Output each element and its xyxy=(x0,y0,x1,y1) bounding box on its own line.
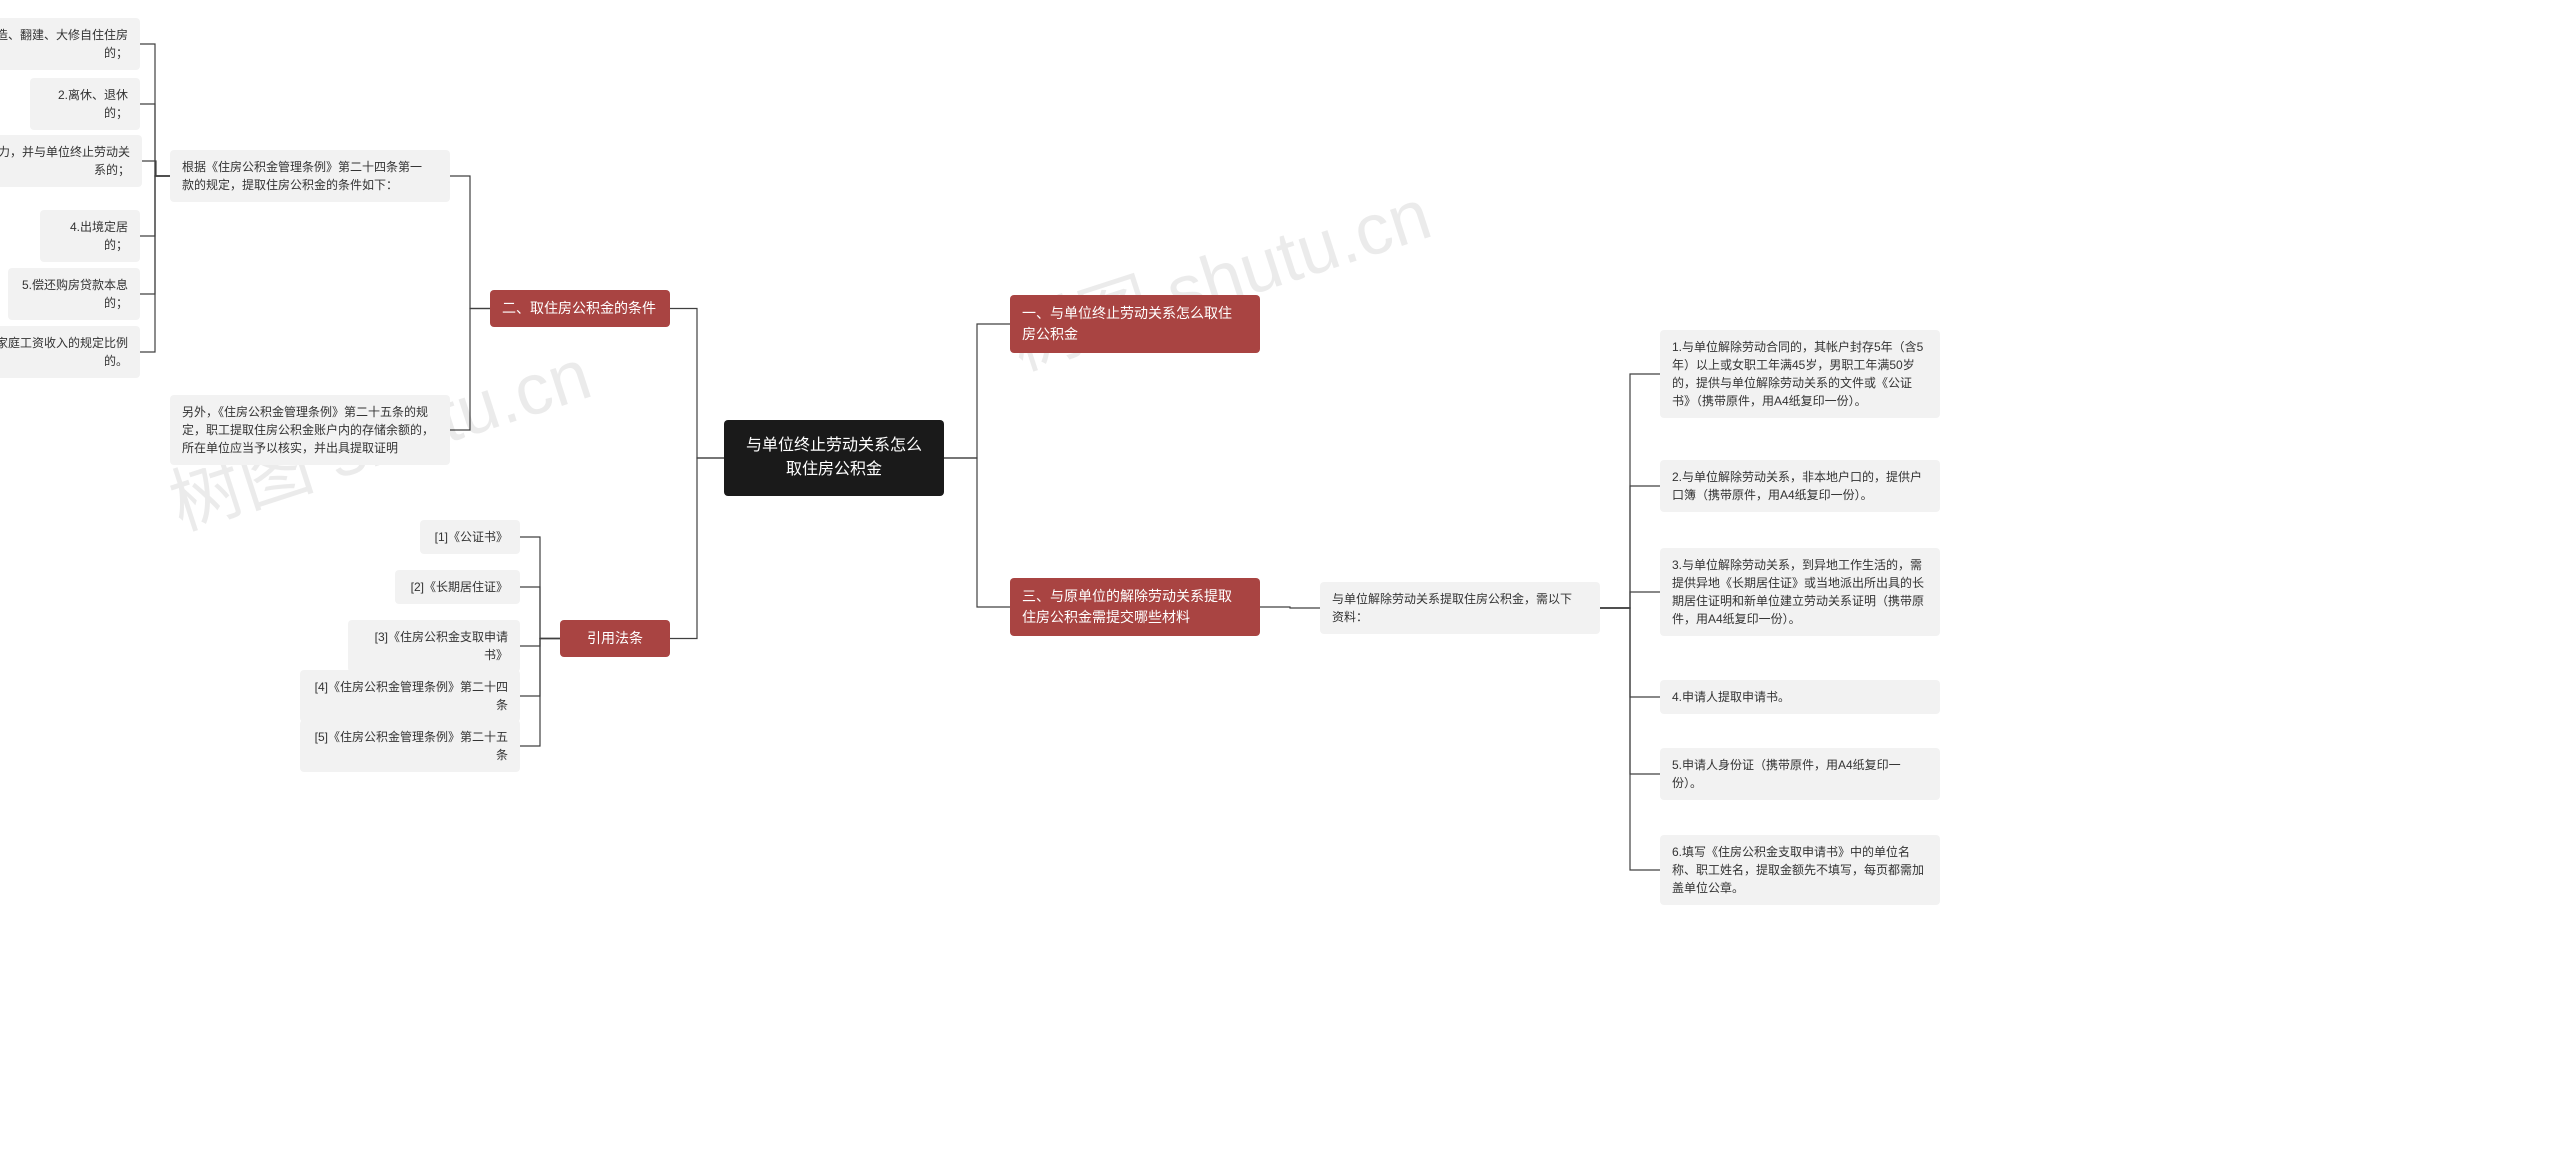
section-2-item-text: 6.房租超出家庭工资收入的规定比例的。 xyxy=(0,336,128,368)
section-2-item-text: 5.偿还购房贷款本息的； xyxy=(22,278,128,310)
section-2-item: 2.离休、退休的； xyxy=(30,78,140,130)
cite-item: [4]《住房公积金管理条例》第二十四条 xyxy=(300,670,520,722)
cite-title-text: 引用法条 xyxy=(587,630,643,646)
section-3-intro-text: 与单位解除劳动关系提取住房公积金，需以下资料： xyxy=(1332,592,1572,624)
section-3-item: 6.填写《住房公积金支取申请书》中的单位名称、职工姓名，提取金额先不填写，每页都… xyxy=(1660,835,1940,905)
section-2-text: 二、取住房公积金的条件 xyxy=(502,300,656,316)
section-2-item-text: 2.离休、退休的； xyxy=(58,88,128,120)
section-2-item: 4.出境定居的； xyxy=(40,210,140,262)
section-3-item: 4.申请人提取申请书。 xyxy=(1660,680,1940,714)
section-3-item-text: 3.与单位解除劳动关系，到异地工作生活的，需提供异地《长期居住证》或当地派出所出… xyxy=(1672,558,1924,626)
section-3-item: 1.与单位解除劳动合同的，其帐户封存5年（含5年）以上或女职工年满45岁，男职工… xyxy=(1660,330,1940,418)
section-3-item: 2.与单位解除劳动关系，非本地户口的，提供户口簿（携带原件，用A4纸复印一份）。 xyxy=(1660,460,1940,512)
section-3-item-text: 2.与单位解除劳动关系，非本地户口的，提供户口簿（携带原件，用A4纸复印一份）。 xyxy=(1672,470,1922,502)
section-3-item-text: 4.申请人提取申请书。 xyxy=(1672,690,1790,704)
cite-item-text: [3]《住房公积金支取申请书》 xyxy=(375,630,508,662)
root-node: 与单位终止劳动关系怎么取住房公积金 xyxy=(724,420,944,496)
section-3-item-text: 1.与单位解除劳动合同的，其帐户封存5年（含5年）以上或女职工年满45岁，男职工… xyxy=(1672,340,1923,408)
section-3-text: 三、与原单位的解除劳动关系提取住房公积金需提交哪些材料 xyxy=(1022,588,1232,625)
cite-item-text: [2]《长期居住证》 xyxy=(411,580,508,594)
section-2-item-text: 3.完全丧失劳动能力，并与单位终止劳动关系的； xyxy=(0,145,130,177)
section-2-rule: 根据《住房公积金管理条例》第二十四条第一款的规定，提取住房公积金的条件如下： xyxy=(170,150,450,202)
section-2-rule-text: 根据《住房公积金管理条例》第二十四条第一款的规定，提取住房公积金的条件如下： xyxy=(182,160,422,192)
section-3-item-text: 5.申请人身份证（携带原件，用A4纸复印一份）。 xyxy=(1672,758,1901,790)
cite-item-text: [4]《住房公积金管理条例》第二十四条 xyxy=(315,680,508,712)
cite-item: [2]《长期居住证》 xyxy=(395,570,520,604)
section-3-item: 5.申请人身份证（携带原件，用A4纸复印一份）。 xyxy=(1660,748,1940,800)
section-2-extra: 另外，《住房公积金管理条例》第二十五条的规定，职工提取住房公积金账户内的存储余额… xyxy=(170,395,450,465)
section-2-item-text: 1.购买、建造、翻建、大修自住住房的； xyxy=(0,28,128,60)
section-3-intro: 与单位解除劳动关系提取住房公积金，需以下资料： xyxy=(1320,582,1600,634)
section-2-item: 3.完全丧失劳动能力，并与单位终止劳动关系的； xyxy=(0,135,142,187)
cite-item-text: [5]《住房公积金管理条例》第二十五条 xyxy=(315,730,508,762)
section-2-item: 1.购买、建造、翻建、大修自住住房的； xyxy=(0,18,140,70)
cite-title: 引用法条 xyxy=(560,620,670,657)
section-3: 三、与原单位的解除劳动关系提取住房公积金需提交哪些材料 xyxy=(1010,578,1260,636)
cite-item: [1]《公证书》 xyxy=(420,520,520,554)
watermark: 树图 shutu.cn xyxy=(994,155,1441,390)
section-2: 二、取住房公积金的条件 xyxy=(490,290,670,327)
section-1: 一、与单位终止劳动关系怎么取住房公积金 xyxy=(1010,295,1260,353)
section-3-item-text: 6.填写《住房公积金支取申请书》中的单位名称、职工姓名，提取金额先不填写，每页都… xyxy=(1672,845,1924,895)
section-2-item-text: 4.出境定居的； xyxy=(70,220,128,252)
section-3-item: 3.与单位解除劳动关系，到异地工作生活的，需提供异地《长期居住证》或当地派出所出… xyxy=(1660,548,1940,636)
root-text: 与单位终止劳动关系怎么取住房公积金 xyxy=(746,437,922,478)
cite-item-text: [1]《公证书》 xyxy=(435,530,508,544)
section-1-text: 一、与单位终止劳动关系怎么取住房公积金 xyxy=(1022,305,1232,342)
section-2-item: 6.房租超出家庭工资收入的规定比例的。 xyxy=(0,326,140,378)
cite-item: [3]《住房公积金支取申请书》 xyxy=(348,620,520,672)
cite-item: [5]《住房公积金管理条例》第二十五条 xyxy=(300,720,520,772)
section-2-item: 5.偿还购房贷款本息的； xyxy=(8,268,140,320)
section-2-extra-text: 另外，《住房公积金管理条例》第二十五条的规定，职工提取住房公积金账户内的存储余额… xyxy=(182,405,434,455)
